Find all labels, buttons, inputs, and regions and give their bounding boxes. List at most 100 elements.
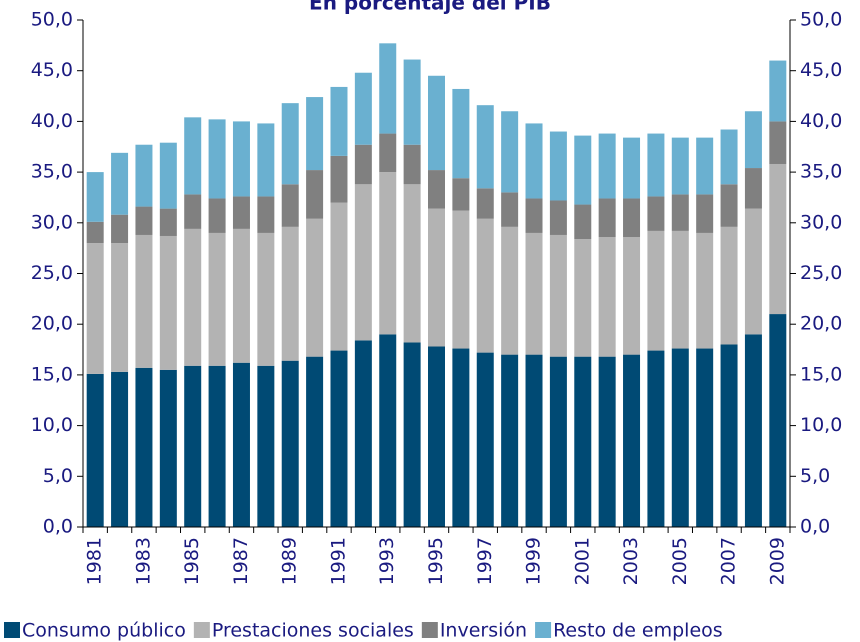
bar-segment xyxy=(232,228,250,363)
y2-tick-label: 20,0 xyxy=(800,313,842,335)
y2-tick-label: 25,0 xyxy=(800,262,842,284)
bar-segment xyxy=(769,163,787,315)
bar-segment xyxy=(306,170,324,219)
bar-segment xyxy=(86,373,104,527)
bar-segment xyxy=(306,218,324,357)
y2-tick-label: 0,0 xyxy=(800,516,830,538)
y-tick-label: 35,0 xyxy=(31,161,73,183)
bar-segment xyxy=(671,137,689,195)
y2-tick-label: 50,0 xyxy=(800,9,842,31)
bar-segment xyxy=(525,354,543,527)
bar-segment xyxy=(623,354,641,527)
bar-segment xyxy=(306,356,324,527)
y-tick-label: 0,0 xyxy=(43,516,73,538)
bar-segment xyxy=(525,198,543,233)
bar-segment xyxy=(549,356,567,527)
x-tick-label: 1997 xyxy=(474,537,496,585)
bar-segment xyxy=(111,243,129,372)
x-tick-label: 1983 xyxy=(132,537,154,585)
bar-segment xyxy=(647,196,665,231)
bar-segment xyxy=(428,75,445,171)
bar-segment xyxy=(111,371,129,527)
y2-tick-label: 45,0 xyxy=(800,59,842,81)
bar-segment xyxy=(232,362,250,527)
y2-tick-label: 5,0 xyxy=(800,465,830,487)
bar-segment xyxy=(720,129,738,185)
bar-segment xyxy=(549,200,567,235)
x-tick-label: 1981 xyxy=(84,537,106,585)
y-tick-label: 10,0 xyxy=(31,414,73,436)
bar-segment xyxy=(330,202,348,351)
bar-segment xyxy=(525,123,543,199)
bar-segment xyxy=(744,208,762,335)
bar-segment xyxy=(720,344,738,527)
bar-segment xyxy=(744,334,762,527)
bar-segment xyxy=(428,170,445,209)
bar-segment xyxy=(184,228,202,366)
y2-tick-label: 10,0 xyxy=(800,414,842,436)
bar-segment xyxy=(671,230,689,349)
y2-tick-label: 35,0 xyxy=(800,161,842,183)
bar-segment xyxy=(379,133,397,173)
x-tick-label: 2007 xyxy=(718,537,740,585)
bar-segment xyxy=(135,367,153,527)
legend-swatch xyxy=(4,622,20,638)
bar-segment xyxy=(501,354,519,527)
bar-segment xyxy=(135,144,153,207)
bar-segment xyxy=(330,350,348,527)
bar-segment xyxy=(696,232,714,349)
bar-segment xyxy=(623,137,641,199)
bar-segment xyxy=(476,218,494,353)
bar-segment xyxy=(769,121,787,164)
bar-segment xyxy=(696,137,714,195)
bar-segment xyxy=(403,184,421,343)
chart-title: En porcentaje del PIB xyxy=(309,0,551,15)
bar-segment xyxy=(574,356,592,527)
x-tick-label: 1991 xyxy=(327,537,349,585)
bar-segment xyxy=(379,43,397,134)
y2-tick-label: 40,0 xyxy=(800,110,842,132)
bar-segment xyxy=(111,152,129,215)
bar-segment xyxy=(574,204,592,240)
bar-segment xyxy=(598,133,616,199)
x-tick-label: 2005 xyxy=(669,537,691,585)
x-tick-label: 1993 xyxy=(376,537,398,585)
bar-segment xyxy=(184,194,202,229)
bar-segment xyxy=(598,198,616,237)
legend-label: Consumo público xyxy=(22,620,186,642)
bar-segment xyxy=(354,144,372,185)
bar-segment xyxy=(769,314,787,527)
bar-segment xyxy=(623,236,641,355)
x-tick-label: 2001 xyxy=(571,537,593,585)
bar-segment xyxy=(403,144,421,185)
bar-segment xyxy=(428,346,445,527)
x-tick-label: 2003 xyxy=(620,537,642,585)
bar-segment xyxy=(379,334,397,527)
bar-segment xyxy=(257,196,275,233)
y-tick-label: 30,0 xyxy=(31,211,73,233)
bar-segment xyxy=(452,88,470,179)
bar-segment xyxy=(501,192,519,227)
bar-segment xyxy=(184,117,202,195)
bar-segment xyxy=(257,232,275,366)
bar-segment xyxy=(452,348,470,527)
bar-segment xyxy=(86,221,104,244)
bar-segment xyxy=(403,342,421,527)
legend-label: Inversión xyxy=(440,620,527,642)
bar-segment xyxy=(744,168,762,209)
bar-segment xyxy=(159,208,177,236)
bar-segment xyxy=(720,226,738,345)
bar-segment xyxy=(184,365,202,527)
legend-label: Resto de empleos xyxy=(553,620,723,642)
y-tick-label: 5,0 xyxy=(43,465,73,487)
bar-segment xyxy=(232,121,250,197)
bar-segment xyxy=(647,133,665,197)
bar-segment xyxy=(476,105,494,189)
bar-segment xyxy=(452,210,470,349)
bar-segment xyxy=(135,234,153,368)
bar-segment xyxy=(159,142,177,209)
y2-tick-label: 30,0 xyxy=(800,211,842,233)
bar-segment xyxy=(86,172,104,222)
x-tick-label: 1985 xyxy=(181,537,203,585)
